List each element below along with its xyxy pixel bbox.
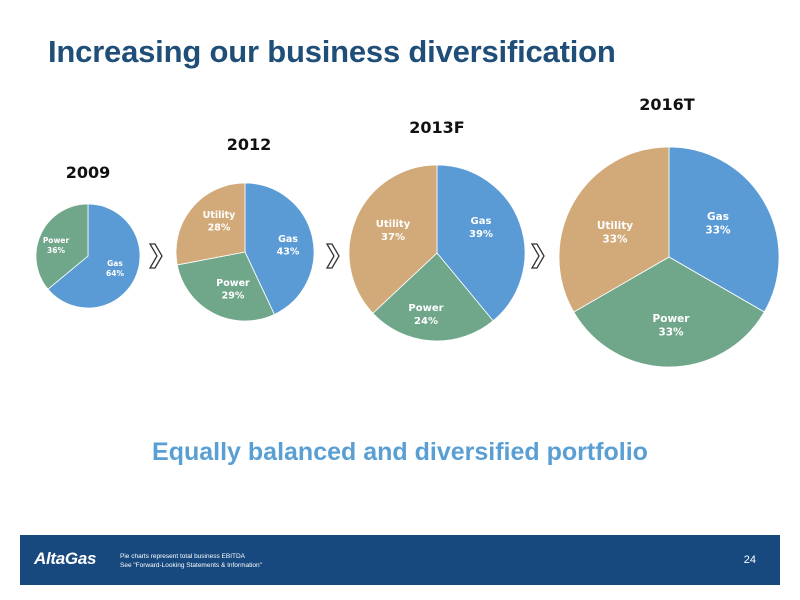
chevron-right-icon xyxy=(148,243,163,269)
pie-slice-gas xyxy=(244,182,315,315)
page-number: 24 xyxy=(743,554,756,566)
altagas-logo: AltaGas xyxy=(34,549,97,568)
pie-group: Gas64%Power36%2009Gas43%Power29%Utility2… xyxy=(35,95,780,368)
slice-value-label: 39% xyxy=(469,229,493,240)
slice-label: Gas xyxy=(707,211,729,223)
chevron-right-icon xyxy=(530,243,545,269)
slide-title: Increasing our business diversification xyxy=(48,34,616,69)
pie-slice-power xyxy=(176,251,275,322)
slice-label: Power xyxy=(653,313,691,325)
footer-note: See "Forward-Looking Statements & Inform… xyxy=(120,561,262,569)
slice-label: Power xyxy=(43,236,70,245)
slice-label: Power xyxy=(408,303,443,314)
slice-value-label: 33% xyxy=(705,225,731,237)
slice-label: Utility xyxy=(203,210,237,221)
chart-year-label: 2016T xyxy=(639,95,695,114)
footer-note: Pie charts represent total business EBIT… xyxy=(120,553,246,560)
slice-label: Gas xyxy=(107,259,123,268)
chart-year-label: 2012 xyxy=(227,135,272,154)
pie-slice-utility xyxy=(175,182,246,266)
slice-value-label: 37% xyxy=(381,232,405,243)
footer-notes: Pie charts represent total business EBIT… xyxy=(120,553,262,570)
chart-year-label: 2009 xyxy=(66,163,111,182)
slice-value-label: 33% xyxy=(658,327,684,339)
pie-slice-power xyxy=(35,203,89,290)
pie-slice-gas xyxy=(668,146,780,313)
pie-slice-power xyxy=(573,256,765,368)
slice-label: Utility xyxy=(597,220,633,232)
slide-subtitle: Equally balanced and diversified portfol… xyxy=(152,438,648,466)
pie-slice-utility xyxy=(558,146,670,313)
slice-value-label: 36% xyxy=(47,246,65,255)
slice-value-label: 64% xyxy=(106,269,124,278)
slice-label: Utility xyxy=(376,219,411,230)
slice-label: Power xyxy=(216,278,250,289)
slice-label: Gas xyxy=(471,216,492,227)
slice-value-label: 33% xyxy=(602,234,628,246)
pie-slice-utility xyxy=(348,164,438,314)
pie-slice-power xyxy=(372,252,494,342)
slice-value-label: 29% xyxy=(222,290,245,301)
slice-value-label: 28% xyxy=(208,222,231,233)
pie-slice-gas xyxy=(436,164,526,322)
chevron-right-icon xyxy=(325,243,340,269)
slice-label: Gas xyxy=(278,234,298,245)
slice-value-label: 24% xyxy=(414,316,438,327)
pie-charts: Gas64%Power36%2009Gas43%Power29%Utility2… xyxy=(35,95,780,368)
footer-bar: AltaGas Pie charts represent total busin… xyxy=(20,535,780,585)
chart-year-label: 2013F xyxy=(409,118,464,137)
slice-value-label: 43% xyxy=(277,246,300,257)
pie-slice-gas xyxy=(47,203,141,309)
